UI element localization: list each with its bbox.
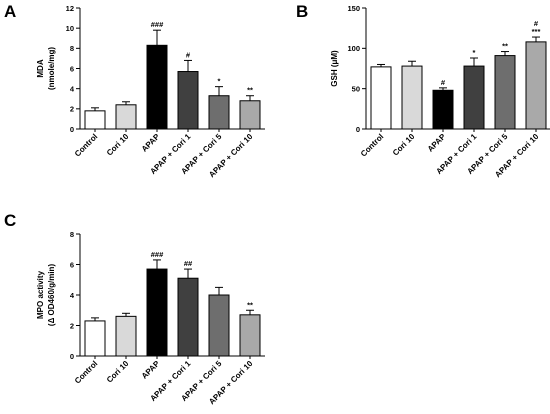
bar xyxy=(84,110,106,130)
y-axis-label-line: (Δ OD460/g/min) xyxy=(47,264,56,327)
category-label: APAP xyxy=(140,132,162,154)
panel-letter: A xyxy=(4,2,16,21)
category-label: Cori 10 xyxy=(105,132,131,158)
bar xyxy=(177,71,199,130)
bar xyxy=(115,315,137,357)
y-tick-label: 150 xyxy=(347,4,360,13)
bar xyxy=(239,100,261,130)
y-tick-label: 4 xyxy=(70,291,75,300)
y-tick-label: 0 xyxy=(70,125,74,134)
y-axis-label: GSH (μM) xyxy=(330,50,339,87)
category-label: APAP xyxy=(426,132,448,154)
bar xyxy=(208,95,230,130)
significance-label: ## xyxy=(184,259,193,268)
category-label: APAP xyxy=(140,359,162,381)
bar xyxy=(115,104,137,130)
y-tick-label: 4 xyxy=(70,84,75,93)
significance-label: * xyxy=(473,48,476,57)
y-tick-label: 50 xyxy=(352,84,360,93)
y-tick-label: 2 xyxy=(70,321,74,330)
significance-label: ** xyxy=(247,86,253,95)
bar xyxy=(463,65,485,130)
bar xyxy=(208,294,230,357)
panel-letter: C xyxy=(4,211,16,230)
bar xyxy=(146,268,168,357)
y-tick-label: 6 xyxy=(70,64,74,73)
significance-label: ### xyxy=(151,250,164,259)
category-label: Cori 10 xyxy=(391,132,417,158)
y-tick-label: 2 xyxy=(70,105,74,114)
y-axis-label-line: (nmole/mg) xyxy=(47,47,56,90)
bar xyxy=(432,89,454,130)
bar xyxy=(146,44,168,130)
significance-label: # xyxy=(534,19,539,28)
category-label: Cori 10 xyxy=(105,359,131,385)
y-tick-label: 10 xyxy=(66,24,74,33)
panel-c: C 0 2 4 6 8 MPO activity (Δ OD460/g/min) Control… xyxy=(4,211,265,406)
y-tick-label: 8 xyxy=(70,44,74,53)
significance-label: # xyxy=(186,50,191,59)
significance-label: *** xyxy=(532,27,541,36)
y-tick-label: 8 xyxy=(70,230,74,239)
significance-label: ** xyxy=(502,42,508,51)
panel-letter: B xyxy=(296,2,308,21)
y-axis-label-line: MDA xyxy=(36,59,45,77)
significance-label: * xyxy=(218,77,221,86)
significance-label: ### xyxy=(151,20,164,29)
category-label: Control xyxy=(359,132,385,158)
bar xyxy=(177,277,199,357)
significance-label: ** xyxy=(247,300,253,309)
bar xyxy=(370,66,392,130)
y-axis-label-line: MPO activity xyxy=(36,270,45,319)
category-label: Control xyxy=(73,132,99,158)
bar xyxy=(494,55,516,130)
bar xyxy=(239,314,261,357)
y-tick-label: 100 xyxy=(347,44,360,53)
y-tick-label: 12 xyxy=(66,4,74,13)
y-tick-label: 6 xyxy=(70,260,74,269)
y-tick-label: 0 xyxy=(70,352,74,361)
y-axis-label: MDA (nmole/mg) xyxy=(36,47,56,90)
category-label: Control xyxy=(73,359,99,385)
bar xyxy=(525,41,547,130)
y-axis-label: MPO activity (Δ OD460/g/min) xyxy=(36,264,56,327)
significance-label: # xyxy=(441,78,446,87)
bar xyxy=(84,320,106,357)
y-axis-label-line: GSH (μM) xyxy=(330,50,339,87)
y-tick-label: 0 xyxy=(356,125,360,134)
bar xyxy=(401,65,423,130)
